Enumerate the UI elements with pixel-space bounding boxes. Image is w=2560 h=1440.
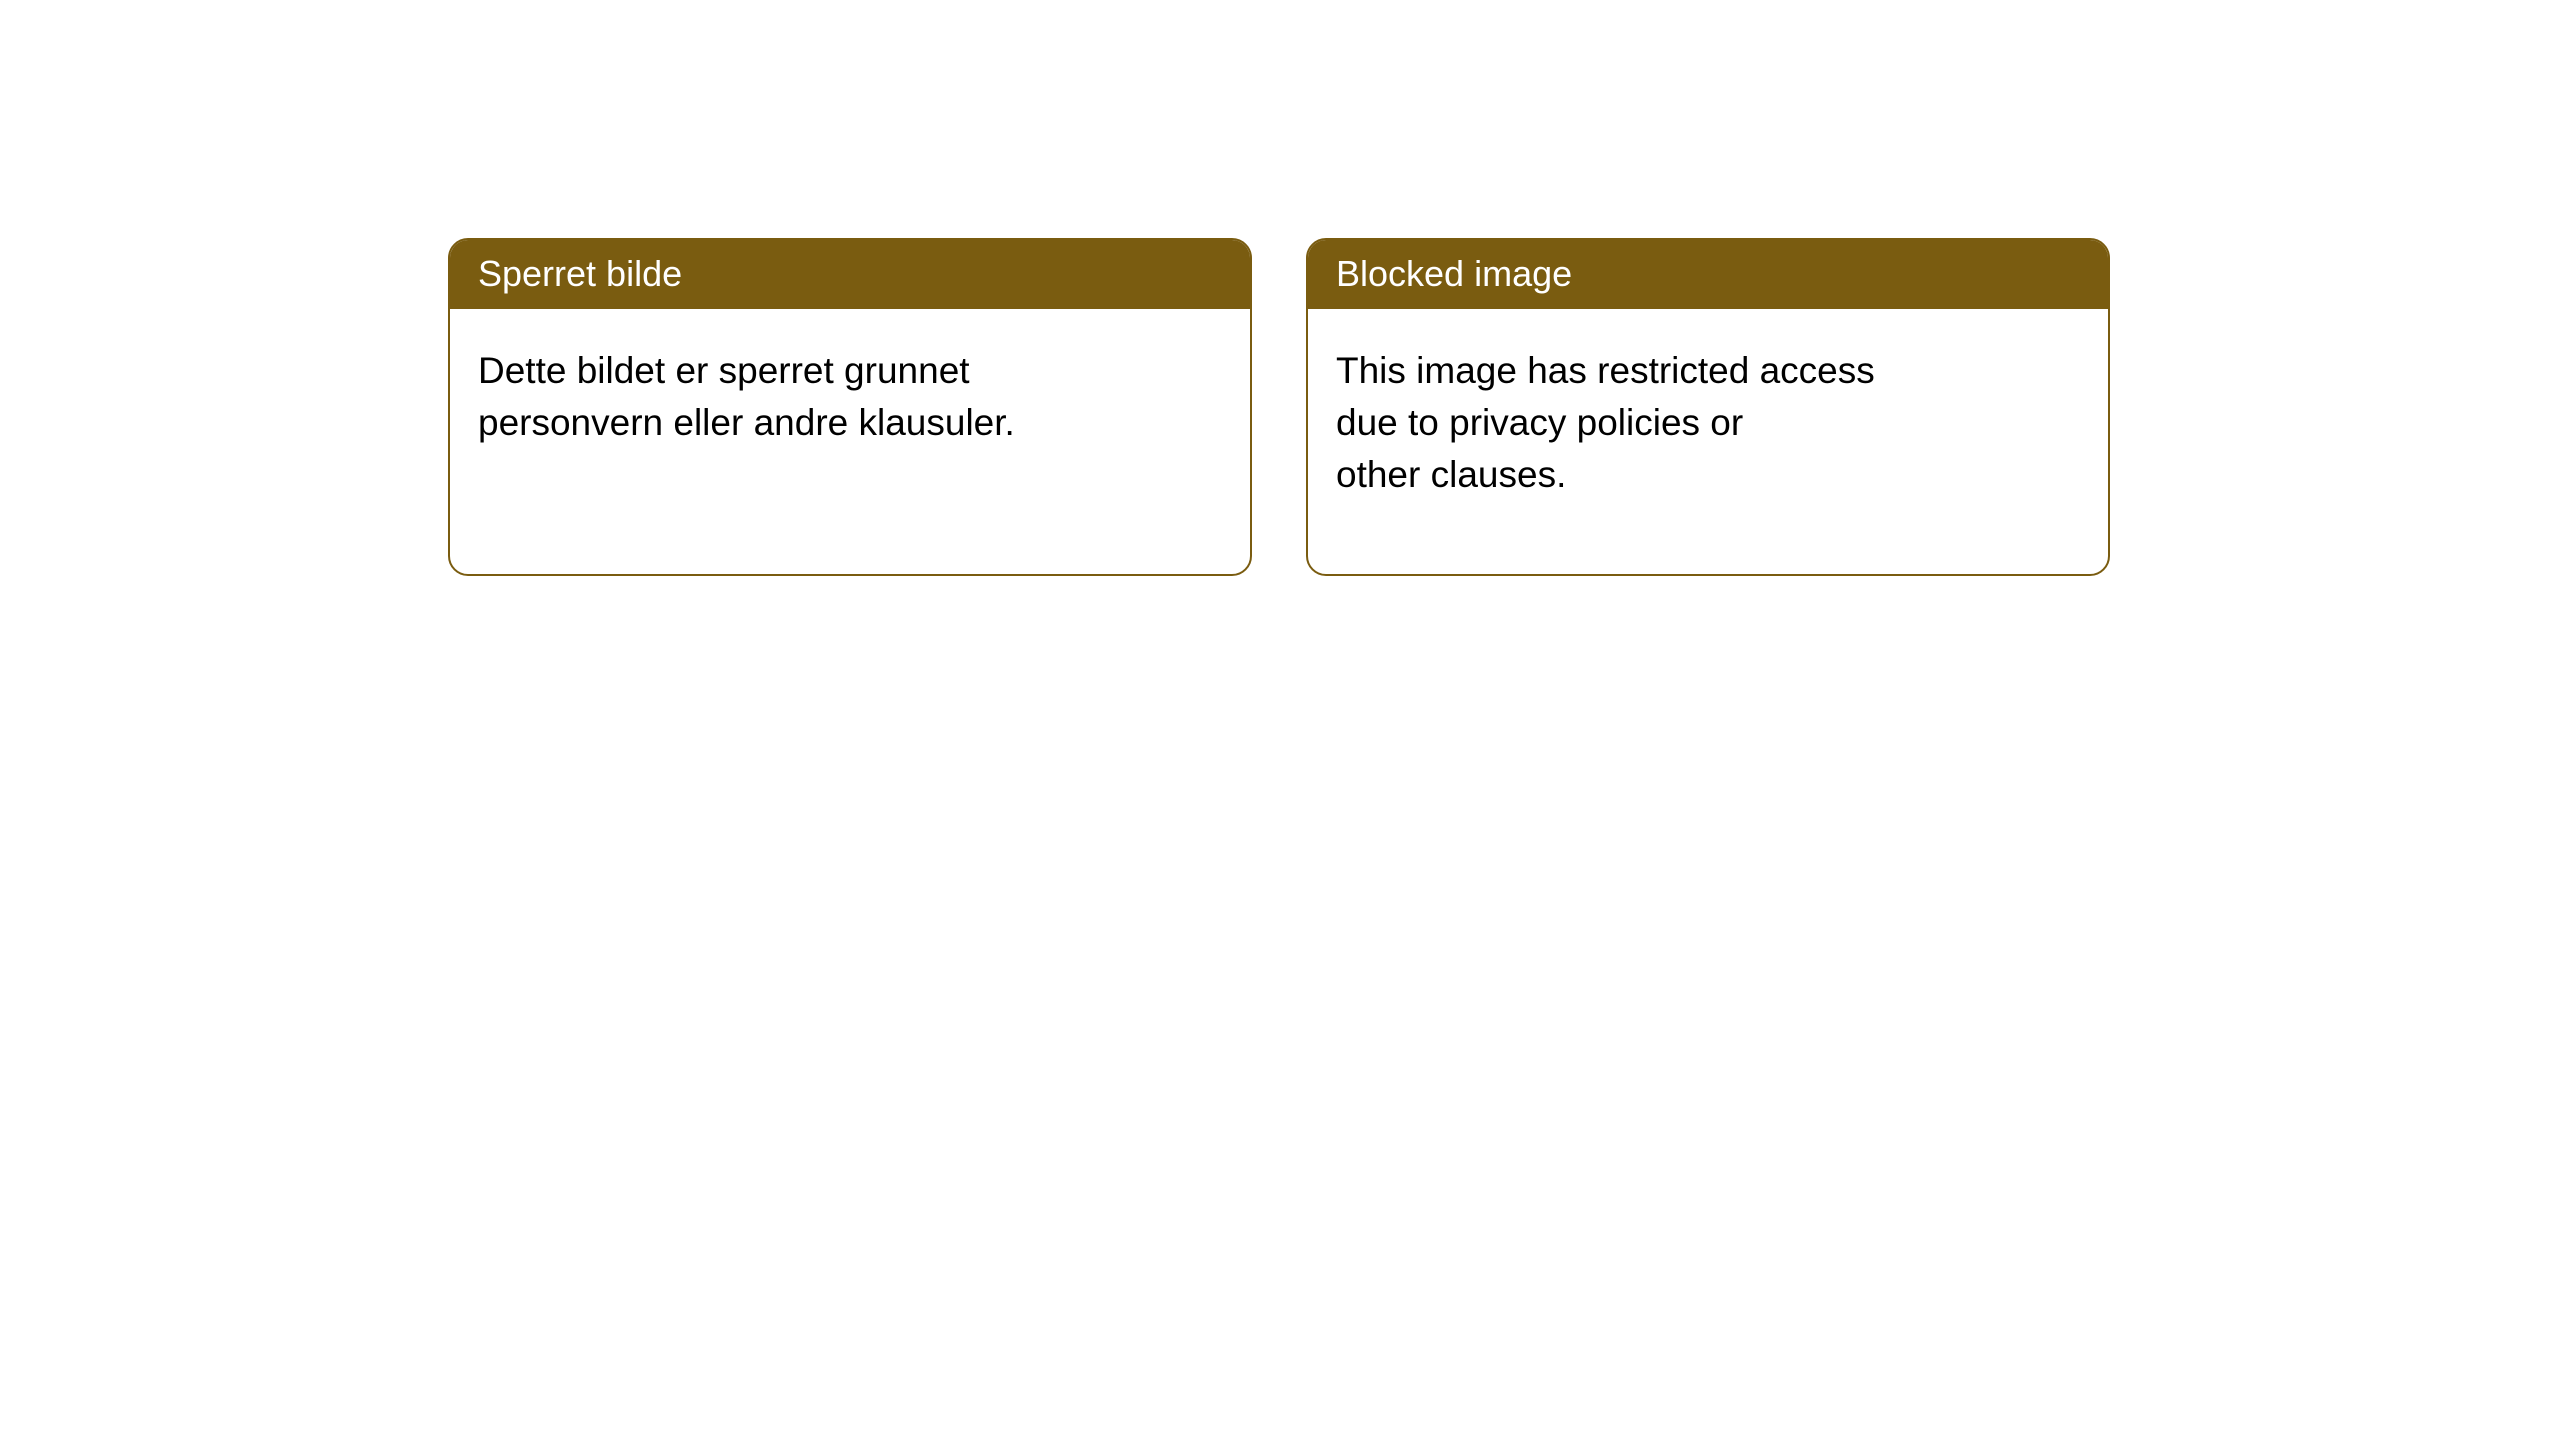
notice-body-norwegian: Dette bildet er sperret grunnet personve… xyxy=(450,309,1250,485)
notice-card-norwegian: Sperret bilde Dette bildet er sperret gr… xyxy=(448,238,1252,576)
notice-card-english: Blocked image This image has restricted … xyxy=(1306,238,2110,576)
notice-title-english: Blocked image xyxy=(1308,240,2108,309)
notice-body-english: This image has restricted access due to … xyxy=(1308,309,2108,536)
notice-container: Sperret bilde Dette bildet er sperret gr… xyxy=(0,0,2560,576)
notice-title-norwegian: Sperret bilde xyxy=(450,240,1250,309)
